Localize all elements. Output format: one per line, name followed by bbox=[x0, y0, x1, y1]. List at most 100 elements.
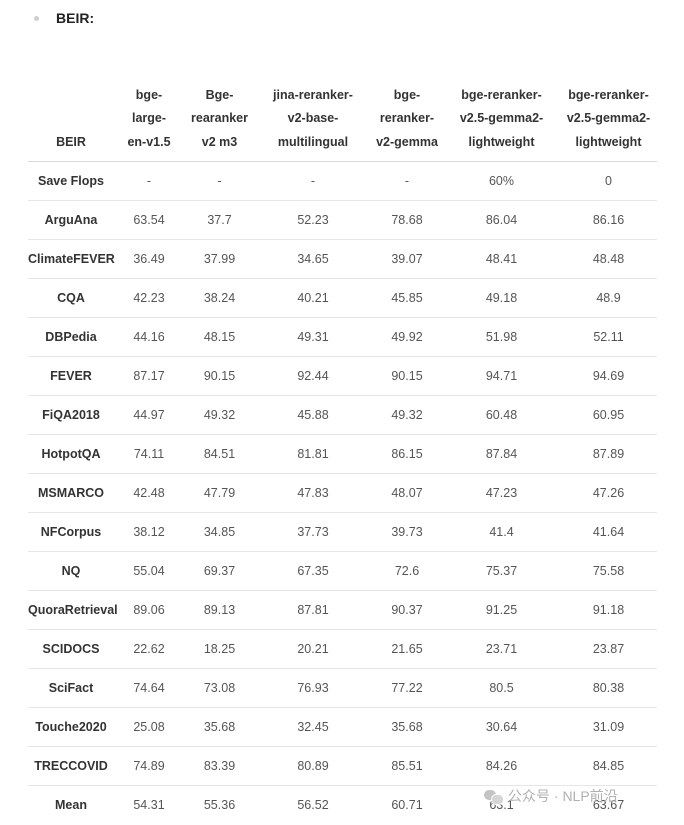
table-row: MSMARCO 42.48 47.79 47.83 48.07 47.23 47.26 bbox=[28, 473, 657, 513]
table-cell: 78.68 bbox=[371, 200, 443, 240]
table-cell: 34.65 bbox=[255, 239, 371, 279]
table-cell: 35.68 bbox=[371, 707, 443, 747]
header-line: v2-gemma bbox=[376, 134, 438, 149]
row-label: TRECCOVID bbox=[28, 746, 114, 786]
table-cell: 63.67 bbox=[592, 798, 625, 812]
table-cell: 55.36 bbox=[203, 798, 236, 812]
row-label: NFCorpus bbox=[28, 512, 114, 552]
table-cell: 42.48 bbox=[114, 473, 184, 513]
table-row: ClimateFEVER 36.49 37.99 34.65 39.07 48.41 48.… bbox=[28, 239, 657, 279]
table-cell: 47.83 bbox=[255, 473, 371, 513]
table-cell: 87.89 bbox=[560, 434, 657, 474]
header-line: v2-base- bbox=[287, 111, 339, 125]
table-cell: - bbox=[255, 161, 371, 201]
table-cell: 80.89 bbox=[255, 746, 371, 786]
header-line: jina-reranker- bbox=[273, 87, 353, 102]
column-header-model: bge-reranker-v2-gemma bbox=[371, 74, 443, 162]
header-line: reranker- bbox=[379, 111, 435, 125]
header-line: v2.5-gemma2- bbox=[566, 111, 651, 125]
table-row: FEVER 87.17 90.15 92.44 90.15 94.71 94.69 bbox=[28, 356, 657, 396]
table-cell: 52.23 bbox=[255, 200, 371, 240]
table-cell: 41.64 bbox=[560, 512, 657, 552]
table-cell: 41.4 bbox=[443, 512, 560, 552]
column-header-model: bge-reranker-v2.5-gemma2- lightweight bbox=[443, 74, 560, 162]
table-cell: 84.26 bbox=[443, 746, 560, 786]
section-heading: BEIR: bbox=[34, 8, 94, 28]
header-line: lightweight bbox=[468, 134, 535, 149]
table-cell: 54.31 bbox=[133, 798, 165, 812]
table-cell: 86.15 bbox=[371, 434, 443, 474]
column-header-dataset: BEIR bbox=[28, 74, 114, 162]
header-line: bge-reranker- bbox=[461, 87, 542, 102]
table-cell: 37.73 bbox=[255, 512, 371, 552]
table-cell: 45.88 bbox=[255, 395, 371, 435]
table-cell: 89.13 bbox=[184, 590, 255, 630]
row-label: FEVER bbox=[28, 356, 114, 396]
table-row: NFCorpus 38.12 34.85 37.73 39.73 41.4 41.64 bbox=[28, 512, 657, 552]
table-row: SciFact 74.64 73.08 76.93 77.22 80.5 80.38 bbox=[28, 668, 657, 708]
table-cell: 48.41 bbox=[443, 239, 560, 279]
table-cell: 86.16 bbox=[560, 200, 657, 240]
row-label: CQA bbox=[28, 278, 114, 318]
table-cell: 37.99 bbox=[184, 239, 255, 279]
table-cell: 42.23 bbox=[114, 278, 184, 318]
table-cell: 69.37 bbox=[184, 551, 255, 591]
table-cell: 49.18 bbox=[443, 278, 560, 318]
table-row: NQ 55.04 69.37 67.35 72.6 75.37 75.58 bbox=[28, 551, 657, 591]
header-line: multilingual bbox=[277, 134, 349, 149]
table-cell: 30.64 bbox=[443, 707, 560, 747]
table-body: Save Flops - - - -60% 0 ArguAna 63.54 37.7 52.23 7… bbox=[28, 161, 657, 825]
table-cell: 89.06 bbox=[114, 590, 184, 630]
table-cell: 22.62 bbox=[114, 629, 184, 669]
row-label: DBPedia bbox=[28, 317, 114, 357]
table-cell: 92.44 bbox=[255, 356, 371, 396]
row-label: MSMARCO bbox=[28, 473, 114, 513]
table-cell: 77.22 bbox=[371, 668, 443, 708]
table-header-row: BEIR bge-large-en-v1.5 Bge-rearanker v2 m3 j… bbox=[28, 74, 657, 162]
table-cell: 44.16 bbox=[114, 317, 184, 357]
row-label: HotpotQA bbox=[28, 434, 114, 474]
column-header-model: bge-reranker-v2.5-gemma2- lightweight bbox=[560, 74, 657, 162]
table-cell: 48.9 bbox=[560, 278, 657, 318]
table-row: QuoraRetrieval 89.06 89.13 87.81 90.37 91.25 9… bbox=[28, 590, 657, 630]
table-cell: 75.58 bbox=[560, 551, 657, 591]
table-row: HotpotQA 74.11 84.51 81.81 86.15 87.84 87.89 bbox=[28, 434, 657, 474]
table-cell: 25.08 bbox=[114, 707, 184, 747]
table-cell: 49.92 bbox=[371, 317, 443, 357]
table-cell: 74.64 bbox=[114, 668, 184, 708]
table-cell: 52.11 bbox=[560, 317, 657, 357]
row-label: ClimateFEVER bbox=[28, 239, 115, 279]
row-label: SciFact bbox=[28, 668, 114, 708]
column-header-model: jina-reranker-v2-base-multilingual bbox=[255, 74, 371, 162]
table-cell: 35.68 bbox=[184, 707, 255, 747]
table-cell: 40.21 bbox=[255, 278, 371, 318]
table-cell: 60% bbox=[443, 161, 560, 201]
table-cell: 60.71 bbox=[391, 798, 423, 812]
table-cell: - bbox=[114, 161, 184, 201]
table-cell: 74.89 bbox=[114, 746, 184, 786]
table-cell: 81.81 bbox=[255, 434, 371, 474]
table-cell: 84.85 bbox=[560, 746, 657, 786]
table-cell: 34.85 bbox=[184, 512, 255, 552]
bullet-icon bbox=[34, 15, 39, 21]
header-line: v2.5-gemma2- bbox=[459, 111, 544, 125]
table-cell: 84.51 bbox=[184, 434, 255, 474]
row-label: Touche2020 bbox=[28, 707, 114, 747]
table-cell: 39.73 bbox=[371, 512, 443, 552]
table-cell: 21.65 bbox=[371, 629, 443, 669]
table-cell: 48.48 bbox=[560, 239, 657, 279]
table-cell: 45.85 bbox=[371, 278, 443, 318]
table-cell: 49.31 bbox=[255, 317, 371, 357]
header-line: rearanker bbox=[191, 111, 248, 125]
table-cell: 49.32 bbox=[371, 395, 443, 435]
table-cell: 85.51 bbox=[371, 746, 443, 786]
table-cell: 38.24 bbox=[184, 278, 255, 318]
table-cell: 60.95 bbox=[560, 395, 657, 435]
table-cell: 63.54 bbox=[114, 200, 184, 240]
table-cell: 56.52 bbox=[297, 798, 329, 812]
table-cell: 87.84 bbox=[443, 434, 560, 474]
table-cell: 36.49 bbox=[114, 239, 184, 279]
row-label: FiQA2018 bbox=[28, 395, 114, 435]
table-cell: 47.79 bbox=[184, 473, 255, 513]
table-cell: 51.98 bbox=[443, 317, 560, 357]
